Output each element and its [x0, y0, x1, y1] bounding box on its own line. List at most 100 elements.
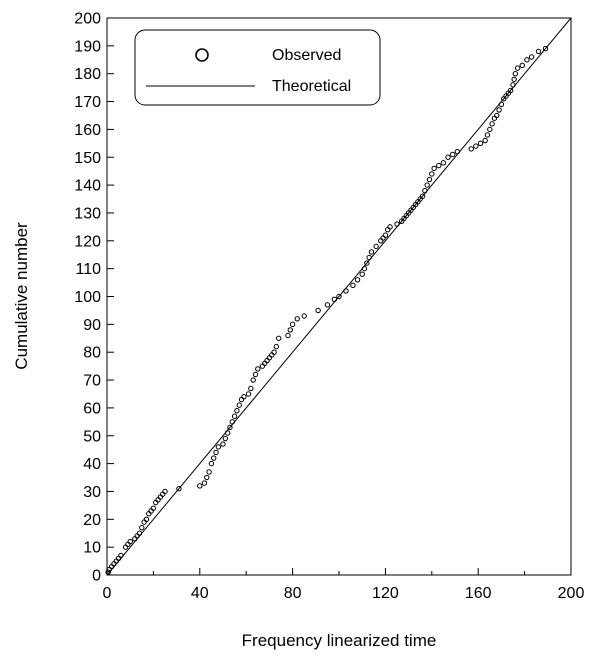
observed-point [336, 293, 342, 300]
observed-point [229, 419, 235, 425]
y-tick-label: 110 [75, 261, 101, 278]
y-tick-label: 120 [74, 233, 101, 250]
y-tick-label: 10 [83, 540, 101, 557]
y-tick-label: 60 [83, 400, 101, 417]
observed-point [231, 413, 238, 419]
observed-point [236, 402, 242, 408]
observed-series [105, 45, 549, 575]
observed-point [289, 321, 296, 328]
observed-point [468, 146, 474, 152]
observed-point [436, 162, 442, 169]
y-tick-label: 70 [83, 373, 101, 390]
observed-point [542, 45, 549, 52]
y-tick-label: 40 [83, 456, 101, 473]
observed-point [105, 569, 111, 575]
observed-point [150, 505, 157, 511]
observed-point [162, 488, 168, 495]
observed-point [422, 187, 428, 194]
observed-point [139, 524, 145, 531]
y-axis: 0 10 20 30 40 50 60 70 80 90 100 110 120 130 140 150 160… [74, 11, 114, 585]
y-tick-label: 90 [83, 317, 101, 334]
observed-point [127, 538, 133, 545]
observed-point [204, 474, 210, 481]
observed-point [366, 254, 372, 261]
observed-point [250, 377, 256, 383]
observed-point [197, 483, 203, 489]
observed-point [510, 82, 516, 88]
observed-point [245, 391, 252, 397]
observed-point [215, 444, 222, 450]
y-axis-title: Cumulative number [12, 222, 31, 370]
y-tick-label: 150 [74, 150, 101, 167]
observed-point [234, 407, 240, 414]
y-tick-label: 0 [92, 568, 101, 585]
observed-point [213, 449, 219, 456]
observed-point [440, 160, 447, 166]
observed-point [275, 335, 282, 341]
x-tick-label: 40 [191, 585, 209, 602]
legend-theoretical-label: Theoretical [272, 78, 351, 95]
observed-point [143, 516, 150, 522]
observed-point [118, 552, 124, 559]
observed-point [287, 327, 293, 333]
y-tick-label: 140 [74, 178, 101, 195]
observed-point [294, 316, 300, 322]
observed-point [343, 288, 349, 294]
y-tick-label: 160 [74, 122, 101, 139]
observed-point [273, 343, 280, 350]
observed-point [285, 332, 291, 339]
observed-point [394, 221, 400, 227]
observed-point [473, 143, 479, 149]
y-tick-label: 50 [83, 428, 101, 445]
observed-point [429, 171, 435, 177]
observed-point [350, 282, 356, 289]
observed-point [252, 371, 259, 378]
legend-observed-label: Observed [272, 47, 341, 64]
observed-point [424, 182, 430, 188]
observed-point [511, 76, 517, 82]
y-tick-label: 100 [74, 289, 101, 306]
observed-point [431, 165, 437, 172]
theoretical-series [106, 17, 572, 576]
observed-point [271, 349, 277, 355]
observed-point [331, 296, 338, 302]
observed-point [524, 57, 530, 63]
observed-point [494, 112, 500, 119]
y-tick-label: 130 [74, 205, 101, 222]
y-tick-label: 80 [83, 345, 101, 362]
observed-point [489, 121, 495, 127]
observed-point [454, 148, 461, 155]
observed-point [224, 430, 231, 436]
observed-point [477, 140, 484, 147]
observed-point [201, 480, 208, 486]
observed-point [519, 62, 525, 69]
observed-point [373, 243, 379, 250]
observed-point [301, 313, 307, 319]
observed-point [359, 271, 365, 277]
observed-point [364, 260, 370, 266]
observed-point [206, 469, 212, 475]
observed-point [535, 48, 542, 55]
observed-point [227, 424, 233, 431]
observed-point [514, 65, 521, 71]
observed-point [387, 224, 393, 230]
x-tick-label: 0 [103, 585, 112, 602]
x-axis-title: Frequency linearized time [242, 631, 437, 650]
y-tick-label: 170 [74, 94, 101, 111]
y-tick-label: 180 [74, 66, 101, 83]
observed-point [354, 277, 361, 283]
y-tick-label: 190 [74, 38, 101, 55]
legend: Observed Theoretical [134, 29, 381, 106]
observed-point [382, 232, 389, 238]
y-tick-label: 20 [83, 512, 101, 529]
observed-point [449, 151, 456, 158]
observed-point [248, 385, 254, 392]
observed-point [211, 455, 217, 461]
y-tick-label: 200 [74, 11, 101, 28]
observed-point [426, 176, 433, 183]
legend-observed-marker [195, 48, 209, 62]
x-tick-label: 160 [465, 585, 492, 602]
observed-point [368, 249, 375, 255]
observed-point [419, 193, 426, 199]
observed-point [528, 54, 535, 60]
